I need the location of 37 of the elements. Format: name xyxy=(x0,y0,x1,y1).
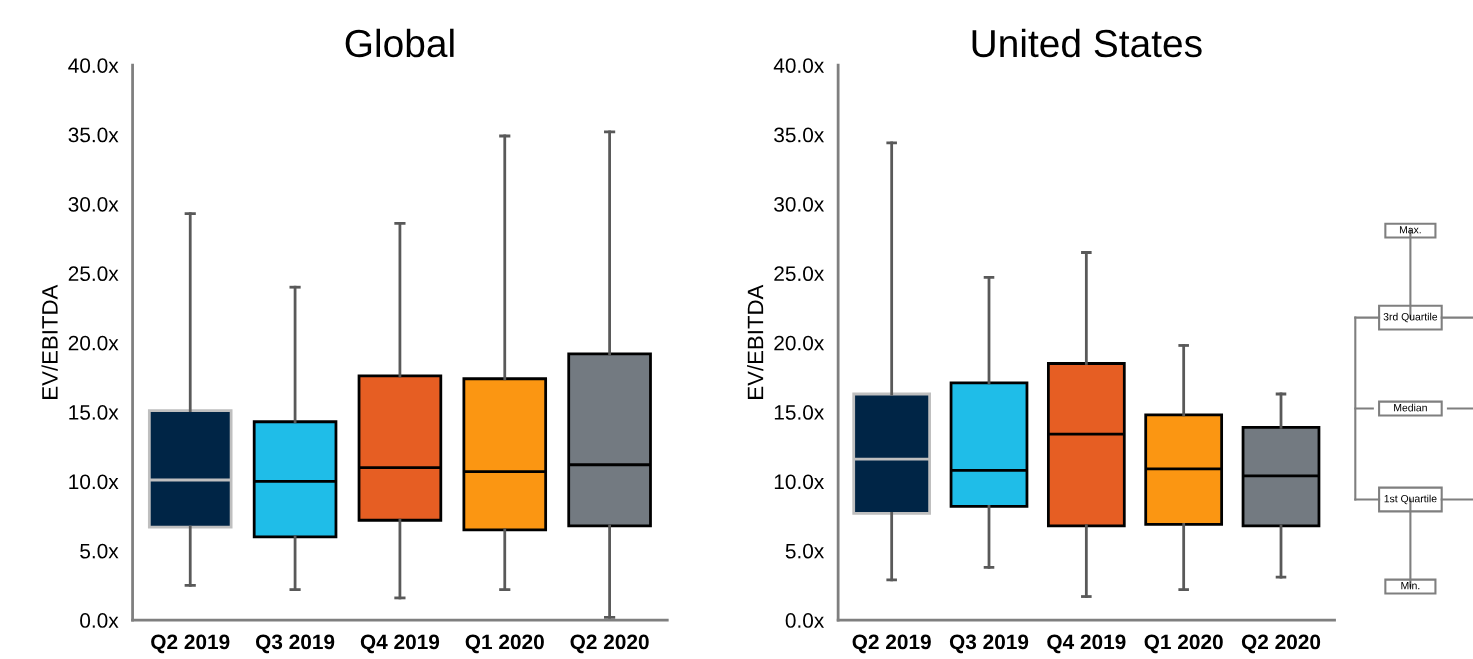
text: Max. xyxy=(1399,226,1421,234)
y-tick-label: 15.0x xyxy=(69,405,119,420)
y-tick-label: 25.0x xyxy=(774,266,825,282)
y-tick-label: 40.0x xyxy=(68,58,119,73)
y-tick-label: 30.0x xyxy=(68,196,119,212)
x-tick-label: Q3 2019 xyxy=(949,634,1029,654)
x-tick-label: Q2 2020 xyxy=(570,634,649,654)
x-tick-label: Q3 2019 xyxy=(255,634,335,654)
y-tick-label: 10.0x xyxy=(69,474,119,490)
y-tick-label: 10.0x xyxy=(774,474,825,490)
y-tick-label: 20.0x xyxy=(68,335,119,351)
y-tick-label: 30.0x xyxy=(774,196,825,212)
x-tick-label: Q1 2020 xyxy=(1144,634,1223,654)
y-tick-label: 35.0x xyxy=(774,127,825,143)
text: 1st Quartile xyxy=(1384,494,1437,505)
y-tick-label: 25.0x xyxy=(68,266,119,282)
x-tick-label: Q2 2019 xyxy=(151,634,230,654)
x-tick-label: Q2 2020 xyxy=(1241,634,1321,654)
y-tick-label: 35.0x xyxy=(68,127,119,143)
y-axis-title: EV/EBITDA xyxy=(41,284,58,399)
x-tick-label: Q2 2019 xyxy=(852,634,931,654)
y-tick-label: 5.0x xyxy=(785,543,825,559)
text: 3rd Quartile xyxy=(1383,312,1438,323)
y-tick-label: 5.0x xyxy=(80,543,119,559)
y-axis-title: EV/EBITDA xyxy=(747,284,764,399)
y-tick-label: 40.0x xyxy=(773,58,825,73)
y-tick-label: 20.0x xyxy=(774,335,825,351)
y-tick-label: 15.0x xyxy=(774,405,825,420)
chart-title: Global xyxy=(345,28,454,58)
text: Min. xyxy=(1401,581,1420,590)
x-tick-label: Q4 2019 xyxy=(360,634,440,654)
y-tick-label: 0.0x xyxy=(785,613,825,628)
y-tick-label: 0.0x xyxy=(80,613,119,628)
x-tick-label: Q1 2020 xyxy=(465,634,544,654)
text: Median xyxy=(1394,403,1427,412)
x-tick-label: Q4 2019 xyxy=(1047,634,1126,654)
chart-title: United States xyxy=(972,28,1202,58)
